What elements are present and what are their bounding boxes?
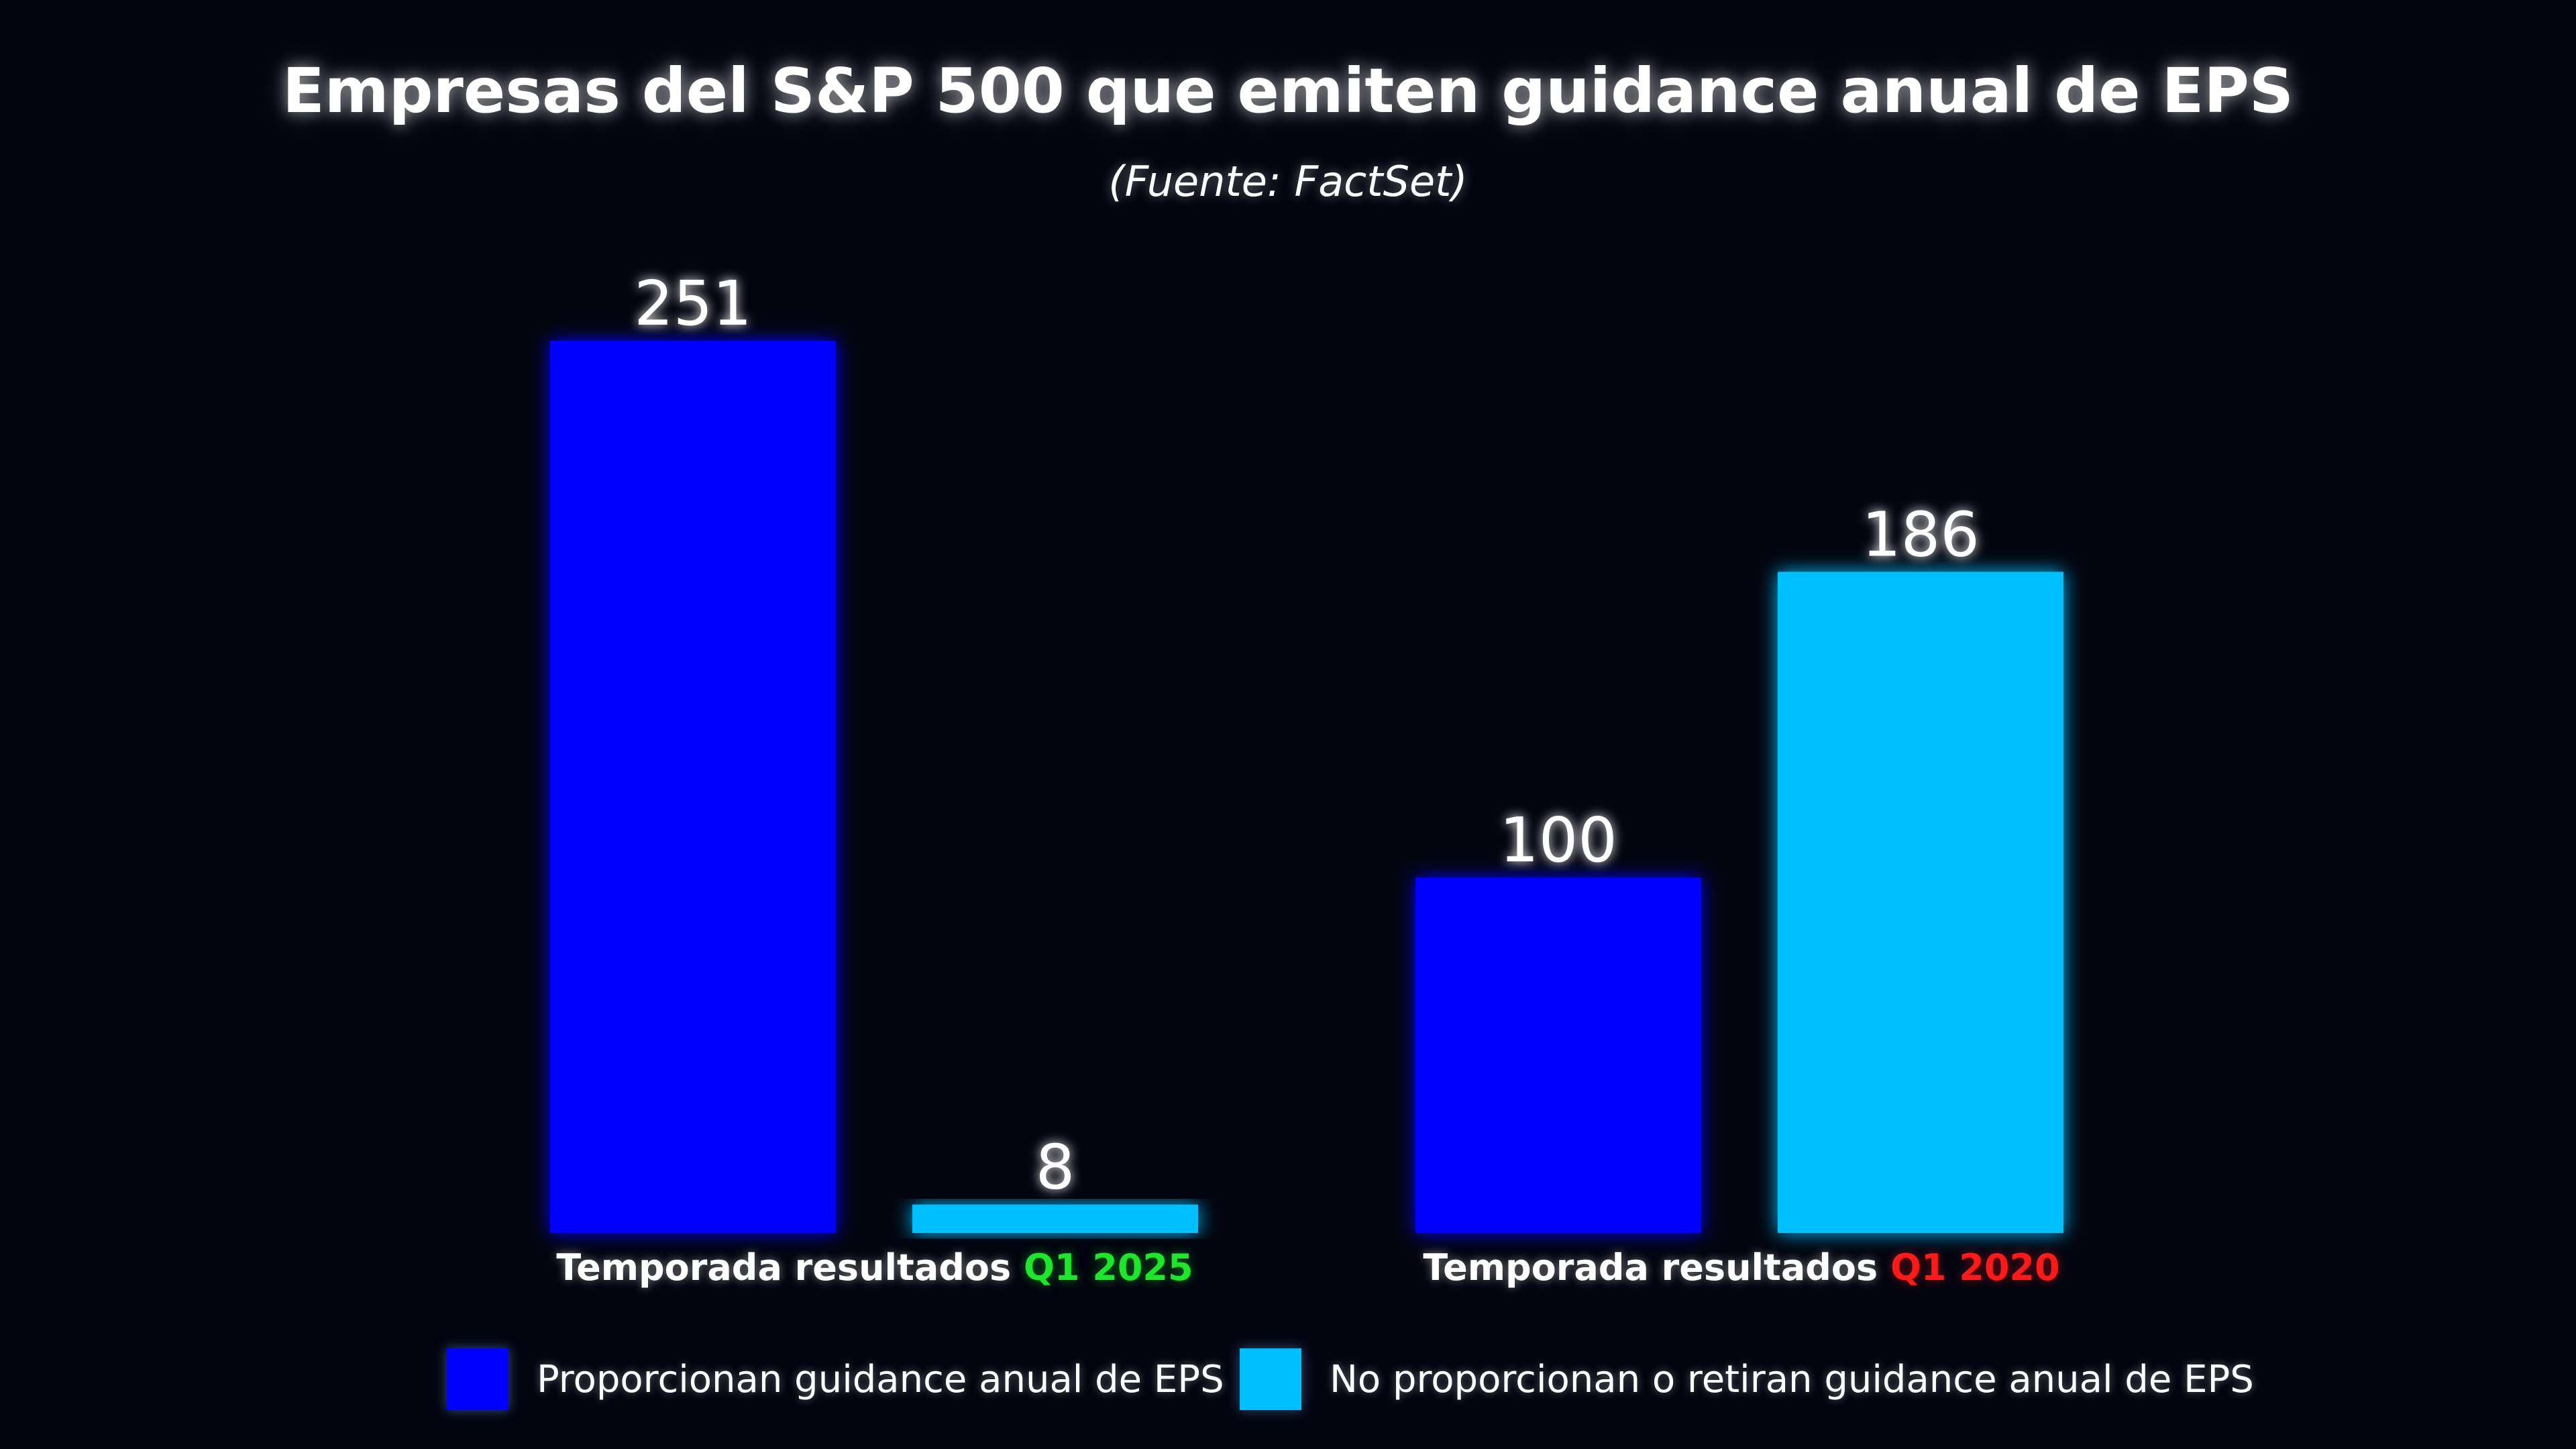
category-highlight-q1-2025: Q1 2025: [1024, 1246, 1193, 1289]
category-prefix: Temporada resultados: [1423, 1246, 1878, 1289]
data-label: 100: [1499, 804, 1617, 876]
legend-swatch-provide: [447, 1348, 508, 1410]
legend-item-withdraw: No proporcionan o retiran guidance anual…: [1240, 1347, 2254, 1411]
bar-provide-q1-2025: [550, 341, 836, 1233]
data-label: 186: [1862, 498, 1980, 570]
chart-subtitle: (Fuente: FactSet): [1108, 157, 1468, 206]
bar-provide-q1-2020: [1415, 877, 1701, 1233]
legend-item-provide: Proporcionan guidance anual de EPS: [447, 1347, 1224, 1411]
legend-label-withdraw: No proporcionan o retiran guidance anual…: [1330, 1357, 2254, 1401]
category-highlight-q1-2020: Q1 2020: [1890, 1246, 2060, 1289]
legend-swatch-withdraw: [1240, 1348, 1301, 1410]
category-label-q1-2025: Temporada resultados Q1 2025: [539, 1246, 1210, 1289]
bar-withdraw-q1-2025: [912, 1204, 1198, 1233]
legend-label-provide: Proporcionan guidance anual de EPS: [537, 1357, 1224, 1401]
category-label-q1-2020: Temporada resultados Q1 2020: [1406, 1246, 2077, 1289]
data-label: 251: [634, 268, 752, 339]
data-label: 8: [1036, 1132, 1075, 1203]
chart-title: Empresas del S&P 500 que emiten guidance…: [282, 55, 2294, 127]
category-prefix: Temporada resultados: [556, 1246, 1012, 1289]
bar-withdraw-q1-2020: [1778, 572, 2063, 1233]
